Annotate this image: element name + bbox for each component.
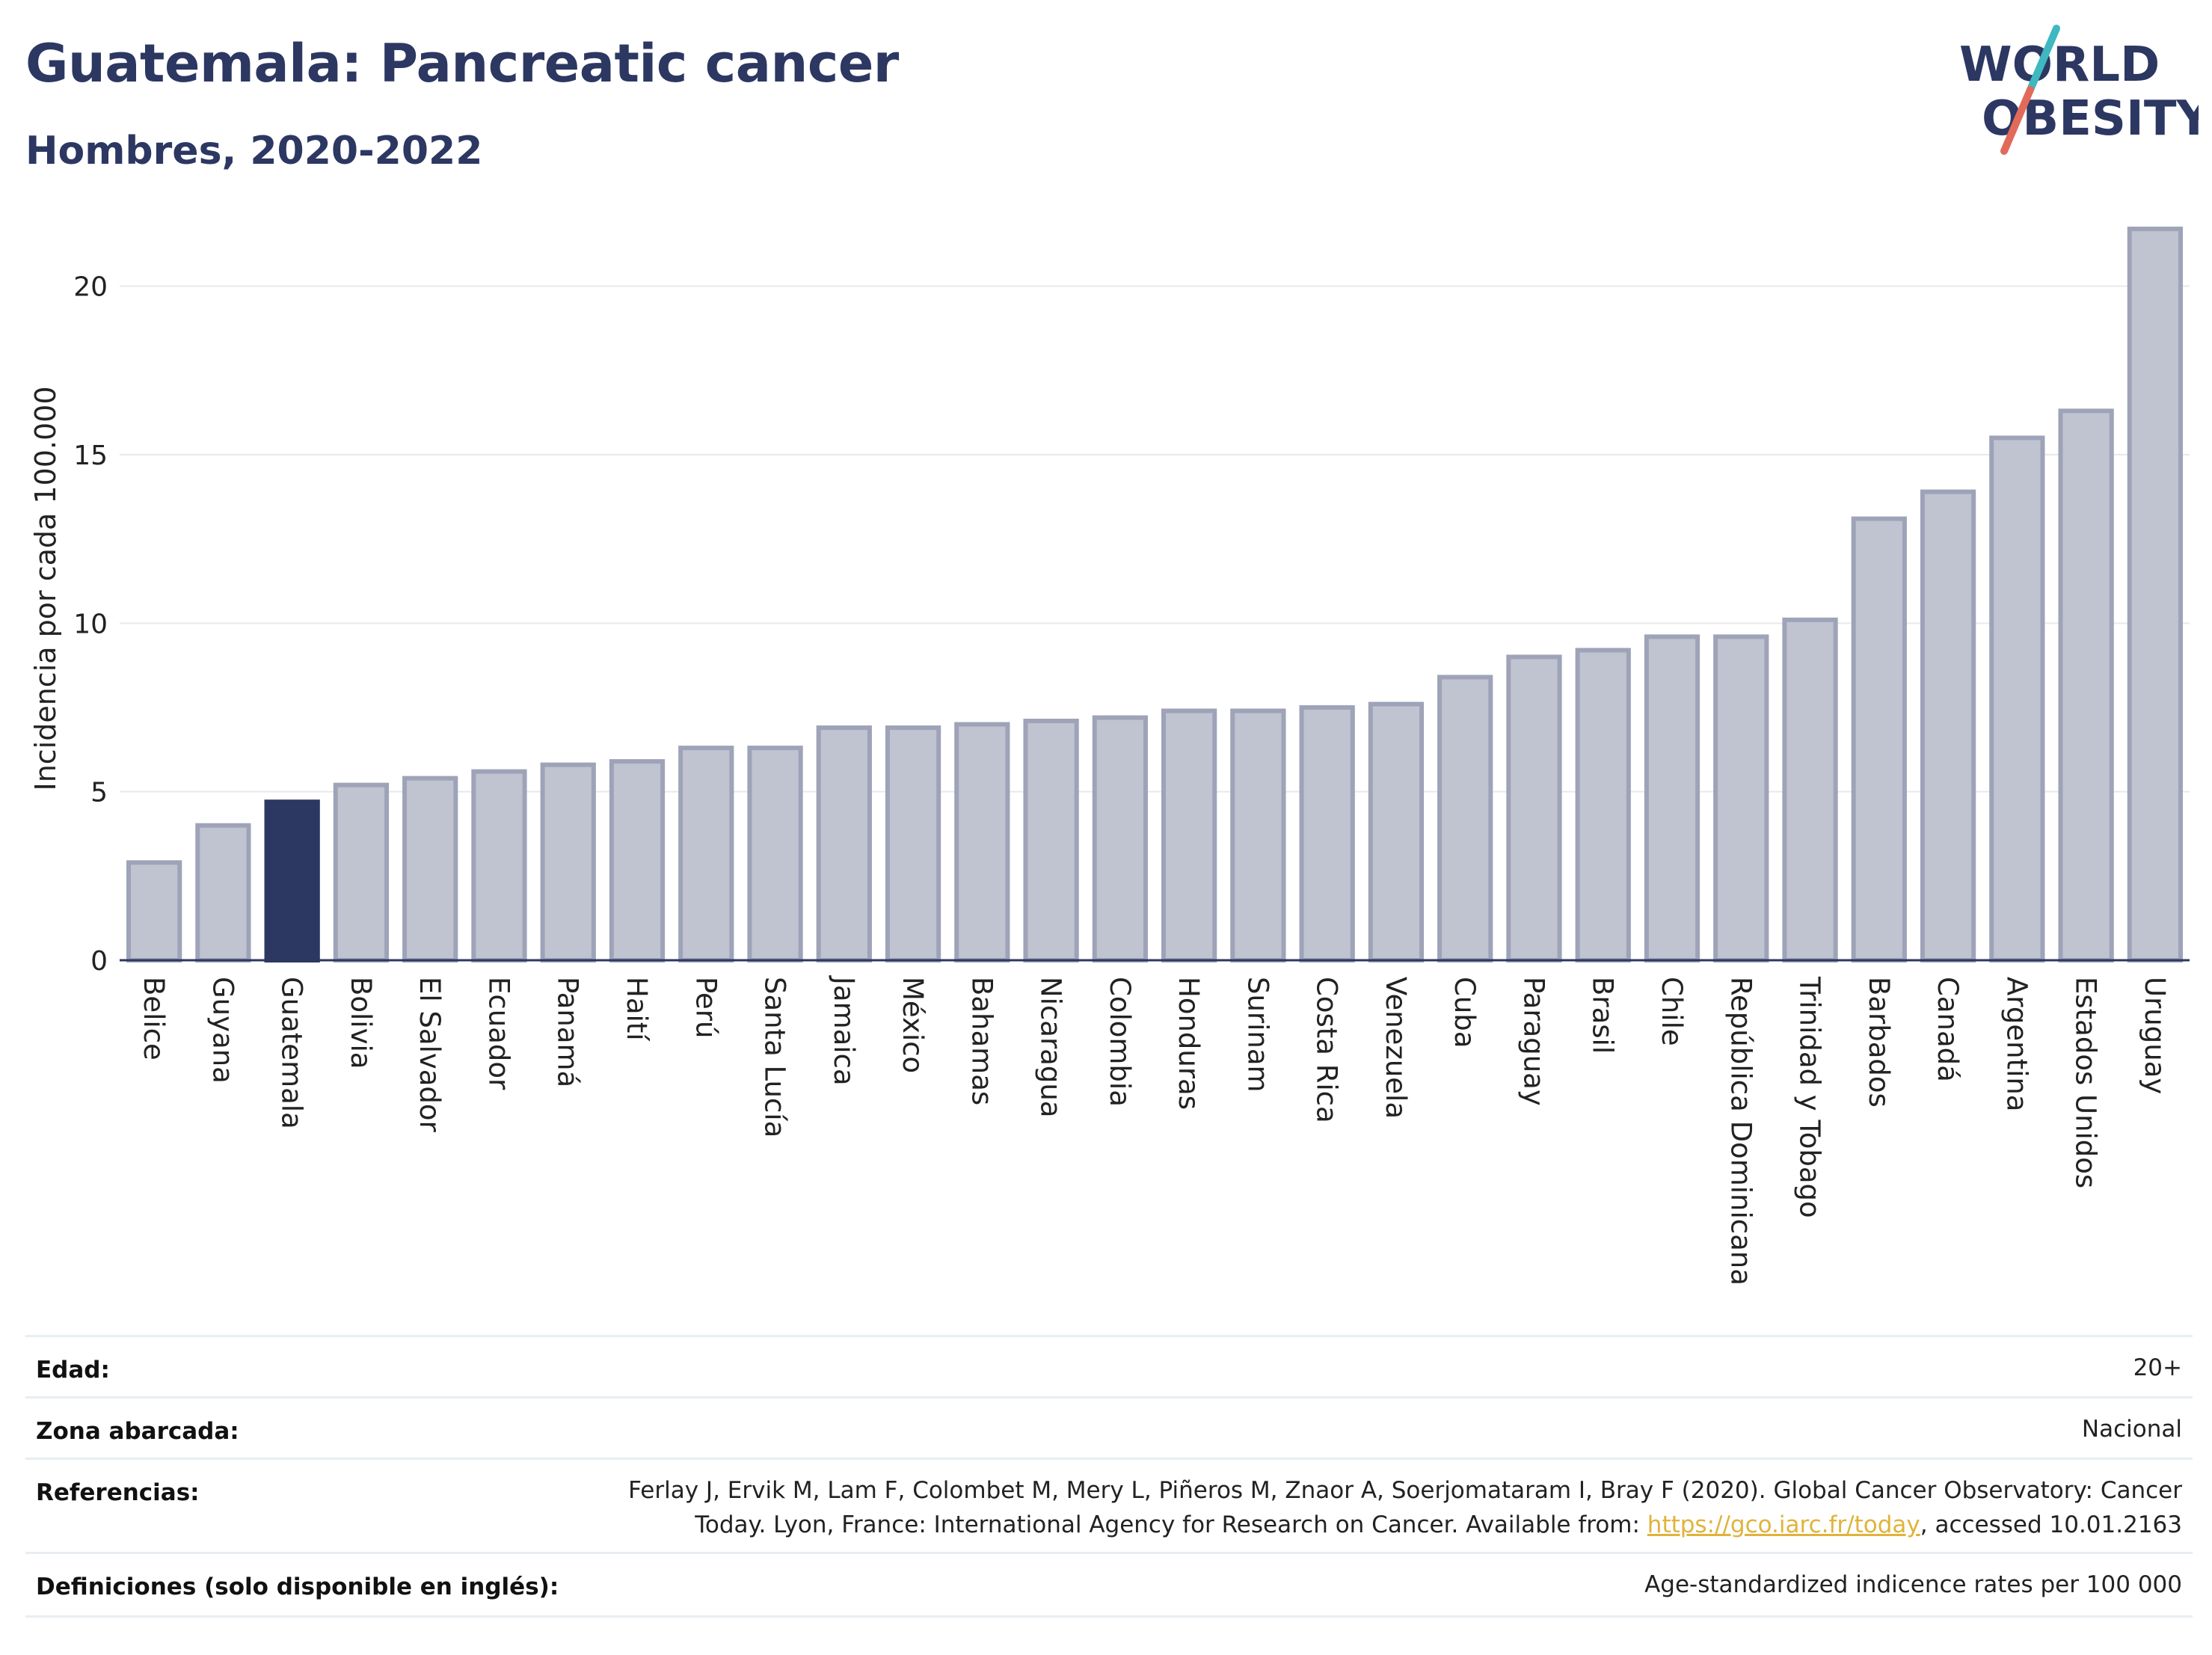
bar-canadá: [1920, 489, 1976, 962]
bar-méxico: [885, 725, 941, 962]
logo-slash-top-icon: [2027, 25, 2060, 93]
y-tick-label: 10: [73, 609, 108, 639]
bar-guatemala: [264, 799, 320, 962]
logo-line1: WORLD: [1959, 37, 2160, 93]
x-tick-label: Honduras: [1173, 977, 1205, 1110]
bar-el-salvador: [402, 776, 458, 963]
reference-line-2: Today. Lyon, France: International Agenc…: [628, 1508, 2182, 1542]
bar-barbados: [1851, 516, 1907, 962]
meta-value-definiciones: Age-standardized indicence rates per 100…: [1644, 1571, 2182, 1598]
chart-subtitle: Hombres, 2020-2022: [25, 129, 483, 174]
x-tick-labels: Belice Guyana Guatemala Bolivia El Salvador E…: [138, 975, 2171, 1286]
bar-brasil: [1575, 648, 1631, 962]
x-tick-label: República Dominicana: [1724, 977, 1757, 1286]
bar-costa-rica: [1299, 705, 1355, 962]
meta-value-referencias: Ferlay J, Ervik M, Lam F, Colombet M, Me…: [628, 1473, 2182, 1542]
x-tick-label: Belice: [138, 977, 170, 1060]
x-tick-label: Panamá: [552, 977, 584, 1087]
bar-belice: [126, 860, 182, 962]
reference-line-1: Ferlay J, Ervik M, Lam F, Colombet M, Me…: [628, 1477, 2182, 1504]
bar-argentina: [1989, 435, 2045, 962]
y-tick-label: 15: [73, 440, 108, 471]
x-tick-label: México: [897, 977, 929, 1073]
y-axis-label: Incidencia por cada 100.000: [29, 386, 62, 790]
x-tick-label: Paraguay: [1517, 977, 1549, 1106]
x-tick-label: Chile: [1656, 977, 1688, 1046]
x-tick-label: Nicaragua: [1035, 977, 1067, 1117]
bar-haití: [609, 759, 666, 963]
bar-surinam: [1230, 708, 1286, 962]
meta-label-referencias: Referencias:: [36, 1479, 200, 1506]
bar-chart: 0 5 10 15 20 Belice Guyana Guatemala Bolivia El …: [29, 227, 2190, 1286]
x-tick-label: Colombia: [1104, 977, 1136, 1107]
bar-colombia: [1092, 715, 1149, 963]
y-tick-label: 5: [90, 778, 108, 808]
meta-row-edad: Edad: 20+: [25, 1335, 2193, 1398]
bar-república-dominicana: [1713, 634, 1769, 962]
x-tick-label: Guyana: [206, 977, 239, 1084]
x-tick-label: Cuba: [1448, 977, 1481, 1048]
bar-panamá: [540, 762, 596, 962]
x-tick-label: Venezuela: [1380, 977, 1412, 1119]
x-tick-label: Barbados: [1863, 977, 1895, 1108]
bar-uruguay: [2127, 227, 2184, 962]
bar-paraguay: [1506, 654, 1562, 963]
bar-nicaragua: [1023, 719, 1079, 962]
grid-lines: [120, 285, 2190, 793]
x-tick-label: Estados Unidos: [2070, 977, 2102, 1188]
x-tick-label: Brasil: [1587, 977, 1619, 1054]
bar-estados-unidos: [2058, 408, 2114, 962]
reference-line-2-start: Today. Lyon, France: International Agenc…: [695, 1511, 1647, 1538]
meta-value-edad: 20+: [2133, 1354, 2182, 1381]
bar-jamaica: [816, 725, 872, 962]
meta-label-zona: Zona abarcada:: [36, 1418, 239, 1445]
bar-venezuela: [1368, 701, 1425, 962]
bar-bolivia: [333, 782, 390, 962]
bar-cuba: [1437, 675, 1493, 962]
bars: [126, 227, 2184, 963]
x-tick-label: Canadá: [1932, 977, 1964, 1082]
x-tick-label: Ecuador: [482, 977, 514, 1090]
meta-row-zona: Zona abarcada: Nacional: [25, 1396, 2193, 1460]
meta-value-zona: Nacional: [2081, 1416, 2182, 1443]
x-tick-label: El Salvador: [414, 977, 446, 1133]
meta-label-edad: Edad:: [36, 1357, 110, 1384]
meta-row-definiciones: Definiciones (solo disponible en inglés)…: [25, 1552, 2193, 1618]
x-tick-label: Argentina: [2000, 977, 2033, 1111]
y-tick-labels: 0 5 10 15 20: [73, 272, 108, 977]
world-obesity-logo: WORLD OBESITY: [1959, 25, 2199, 155]
x-tick-label: Guatemala: [276, 977, 308, 1129]
y-tick-label: 20: [73, 272, 108, 303]
bar-perú: [678, 746, 734, 963]
bar-honduras: [1161, 708, 1217, 962]
x-tick-label: Surinam: [1241, 977, 1274, 1093]
bar-chile: [1644, 634, 1701, 962]
x-tick-label: Bahamas: [965, 977, 998, 1105]
bar-trinidad-y-tobago: [1782, 617, 1838, 962]
bar-santa-lucía: [747, 746, 803, 963]
y-tick-label: 0: [90, 946, 108, 977]
bar-guyana: [195, 823, 251, 962]
meta-label-definiciones: Definiciones (solo disponible en inglés)…: [36, 1573, 559, 1600]
x-tick-label: Santa Lucía: [759, 977, 791, 1137]
x-tick-label: Jamaica: [828, 975, 860, 1086]
x-tick-label: Bolivia: [345, 977, 377, 1069]
x-tick-label: Haití: [621, 977, 653, 1042]
chart-title: Guatemala: Pancreatic cancer: [25, 33, 899, 94]
bar-bahamas: [954, 722, 1010, 962]
reference-line-2-end: , accessed 10.01.2163: [1920, 1511, 2182, 1538]
bar-ecuador: [471, 769, 527, 963]
x-tick-label: Uruguay: [2139, 977, 2171, 1094]
x-tick-label: Trinidad y Tobago: [1794, 976, 1826, 1218]
meta-row-referencias: Referencias: Ferlay J, Ervik M, Lam F, C…: [25, 1458, 2193, 1554]
reference-link[interactable]: https://gco.iarc.fr/today: [1647, 1511, 1920, 1538]
x-tick-label: Costa Rica: [1311, 977, 1343, 1123]
logo-slash-bottom-icon: [2000, 86, 2034, 155]
x-tick-label: Perú: [689, 977, 722, 1038]
